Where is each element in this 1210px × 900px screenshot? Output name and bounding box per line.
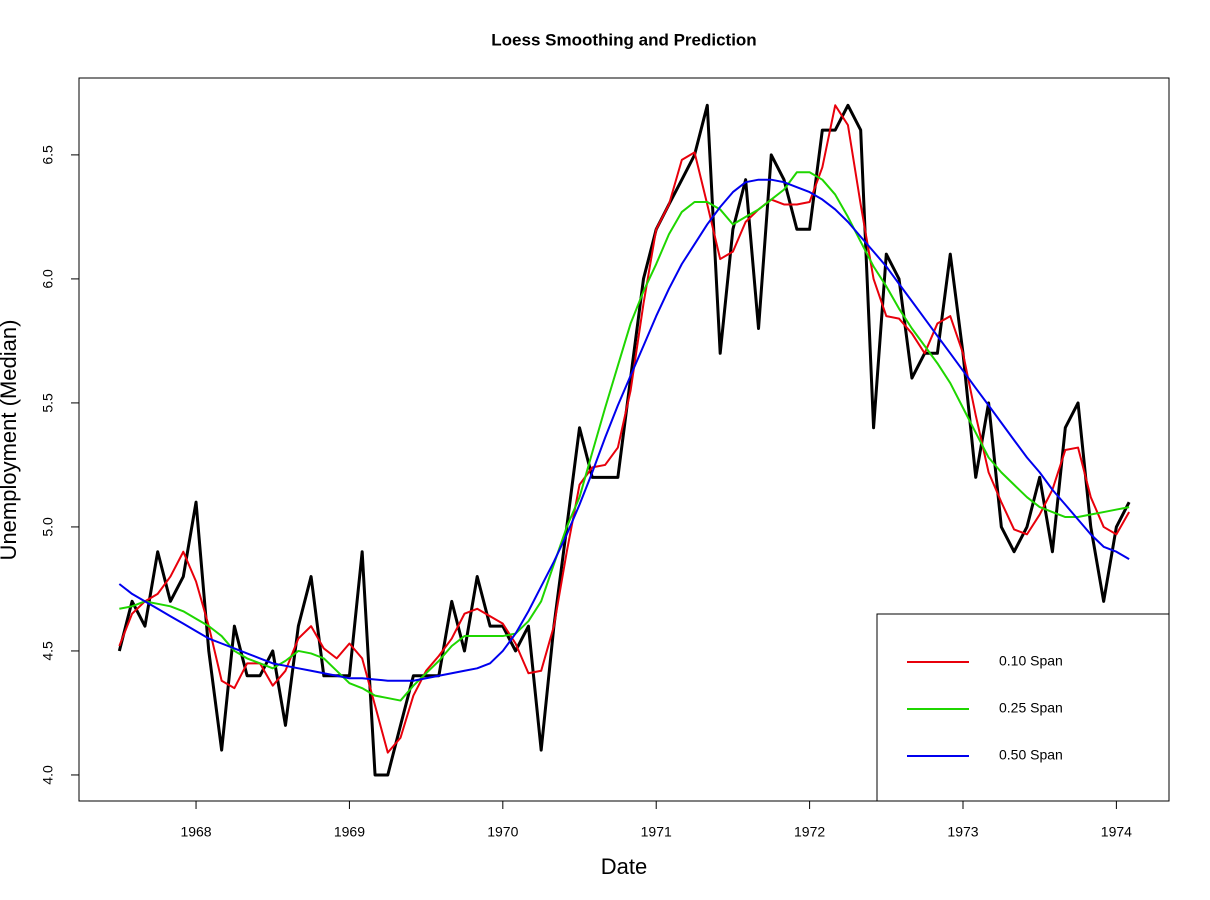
x-tick-label: 1970 [487,824,518,840]
x-tick-label: 1974 [1101,824,1132,840]
x-tick-label: 1972 [794,824,825,840]
x-axis-label: Date [601,854,647,879]
plot-frame [78,77,1170,802]
x-tick-label: 1973 [947,824,978,840]
x-tick-label: 1968 [180,824,211,840]
series-line [118,178,1130,682]
x-tick-label: 1971 [641,824,672,840]
legend-box [876,613,1170,802]
legend-label: 0.25 Span [999,700,1063,716]
y-tick-label: 4.0 [40,765,56,785]
x-tick-label: 1969 [334,824,365,840]
series-line [117,103,1131,777]
y-axis-label: Unemployment (Median) [0,320,21,561]
y-tick-label: 5.0 [40,517,56,537]
legend-label: 0.10 Span [999,653,1063,669]
y-tick-label: 4.5 [40,641,56,661]
y-tick-label: 6.5 [40,145,56,165]
series-line [119,171,1130,702]
y-tick-label: 5.5 [40,393,56,413]
chart-title: Loess Smoothing and Prediction [491,30,756,49]
y-tick-label: 6.0 [40,269,56,289]
legend-label: 0.50 Span [999,747,1063,763]
